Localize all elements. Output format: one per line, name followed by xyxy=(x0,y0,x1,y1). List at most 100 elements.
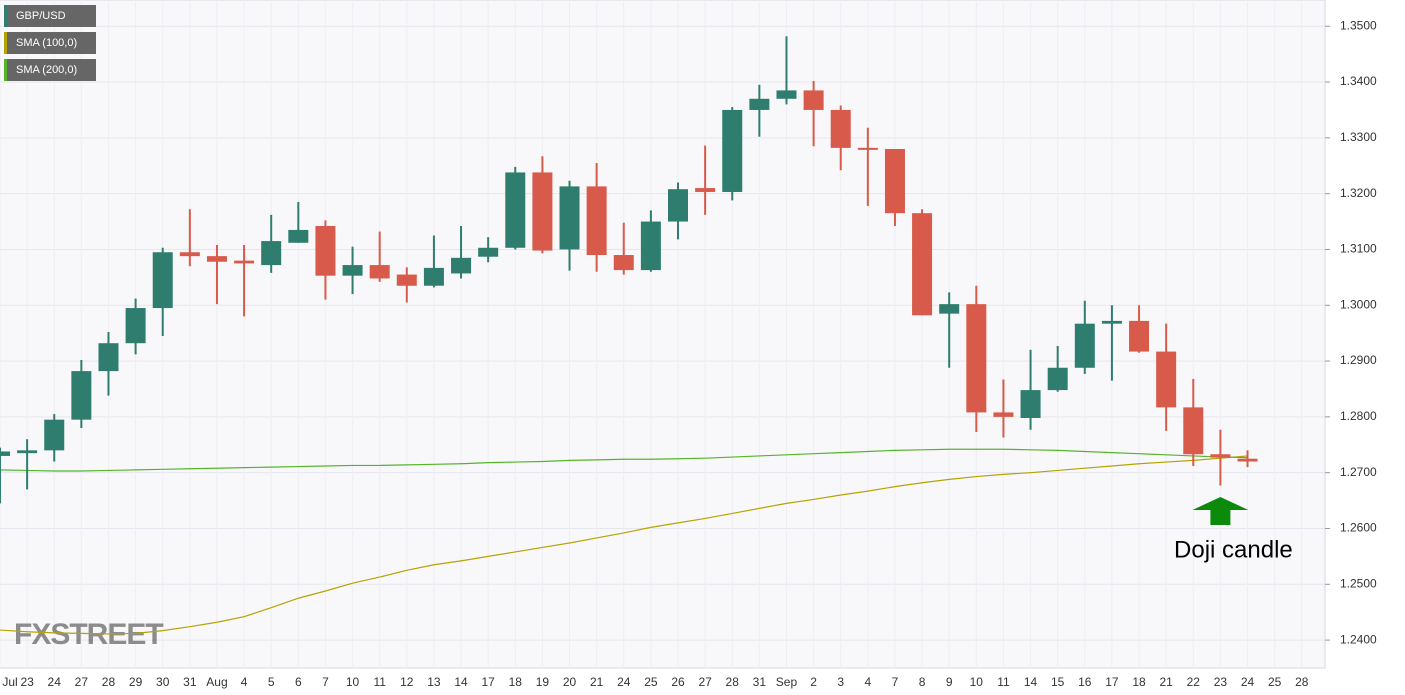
legend-swatch xyxy=(4,32,7,54)
x-tick-label: 25 xyxy=(644,675,658,689)
x-tick-label: 10 xyxy=(346,675,360,689)
x-tick-label: 7 xyxy=(322,675,329,689)
legend-swatch xyxy=(4,59,7,81)
candle-body xyxy=(478,247,499,257)
legend-box xyxy=(4,59,96,81)
x-tick-label: 4 xyxy=(241,675,248,689)
x-tick-label: Sep xyxy=(776,675,798,689)
x-tick-label: 11 xyxy=(997,675,1010,689)
y-tick-label: 1.2400 xyxy=(1340,632,1377,646)
annotation-arrow xyxy=(1192,497,1249,525)
x-tick-label: 6 xyxy=(295,675,302,689)
x-tick-label: 31 xyxy=(753,675,767,689)
candle-body xyxy=(396,274,417,286)
x-tick-label: Aug xyxy=(206,675,227,689)
candle-body xyxy=(98,343,119,372)
candle-body xyxy=(1020,390,1041,418)
y-tick-label: 1.3200 xyxy=(1340,186,1377,200)
candle-body xyxy=(993,412,1014,417)
x-tick-label: 11 xyxy=(373,675,386,689)
x-tick-label: 7 xyxy=(892,675,899,689)
x-tick-label: 29 xyxy=(129,675,143,689)
candle-body xyxy=(451,257,472,274)
candle-body xyxy=(288,229,309,243)
candle-body xyxy=(884,149,905,214)
x-tick-label: 20 xyxy=(563,675,577,689)
x-tick-label: 21 xyxy=(1159,675,1173,689)
candle-body xyxy=(668,189,688,222)
y-tick-label: 1.2600 xyxy=(1340,521,1377,535)
legend-item: GBP/USD xyxy=(4,5,96,27)
candle-body xyxy=(912,213,933,316)
x-tick-label: Jul xyxy=(2,675,17,689)
watermark: FXSTREET xyxy=(14,618,163,651)
x-tick-label: 12 xyxy=(400,675,414,689)
candle-body xyxy=(152,252,173,309)
x-tick-label: 16 xyxy=(1078,675,1092,689)
candle-body xyxy=(234,260,255,264)
y-tick-label: 1.2900 xyxy=(1340,353,1377,367)
x-tick-label: 30 xyxy=(156,675,170,689)
candle-body xyxy=(71,371,92,420)
candle-body xyxy=(342,265,363,276)
x-tick-label: 28 xyxy=(1295,675,1309,689)
x-tick-label: 14 xyxy=(1024,675,1038,689)
candle-body xyxy=(1156,351,1177,408)
y-tick-label: 1.3000 xyxy=(1340,297,1377,311)
x-tick-label: 28 xyxy=(102,675,116,689)
x-tick-label: 24 xyxy=(1241,675,1255,689)
candle-body xyxy=(44,419,65,451)
candle-body xyxy=(559,186,580,250)
y-tick-label: 1.3300 xyxy=(1340,130,1377,144)
legend-box xyxy=(4,5,96,27)
x-tick-label: 4 xyxy=(864,675,871,689)
y-tick-label: 1.2700 xyxy=(1340,465,1377,479)
y-tick-label: 1.3100 xyxy=(1340,242,1377,256)
candle-body xyxy=(125,308,146,344)
candle-body xyxy=(749,98,770,110)
candle-body xyxy=(1101,320,1122,324)
sma-line xyxy=(0,455,1248,635)
candle-body xyxy=(179,252,200,257)
x-tick-label: 25 xyxy=(1268,675,1282,689)
candle-body xyxy=(1183,407,1204,455)
candle-body xyxy=(640,221,661,271)
candle-body xyxy=(1129,320,1150,352)
x-tick-label: 23 xyxy=(20,675,34,689)
candle-body xyxy=(1210,454,1231,458)
legend-item: SMA (100,0) xyxy=(4,32,96,54)
y-tick-label: 1.2800 xyxy=(1340,409,1377,423)
candle-body xyxy=(939,304,960,314)
x-tick-label: 28 xyxy=(726,675,740,689)
legend-swatch xyxy=(4,5,7,27)
x-tick-label: 5 xyxy=(268,675,275,689)
candle-body xyxy=(803,90,824,110)
x-tick-label: 10 xyxy=(970,675,984,689)
candle-body xyxy=(857,147,878,150)
x-tick-label: 17 xyxy=(1105,675,1119,689)
x-tick-label: 24 xyxy=(617,675,631,689)
legend-item: SMA (200,0) xyxy=(4,59,96,81)
x-tick-label: 27 xyxy=(698,675,712,689)
x-tick-label: 13 xyxy=(427,675,441,689)
candle-body xyxy=(695,188,716,192)
candle-body xyxy=(261,241,282,266)
candle-body xyxy=(1074,323,1095,368)
candle-body xyxy=(613,255,634,271)
legend-label: SMA (200,0) xyxy=(16,64,77,76)
annotation-text: Doji candle xyxy=(1174,536,1293,563)
x-tick-label: 18 xyxy=(509,675,523,689)
x-tick-label: 17 xyxy=(481,675,495,689)
candle-body xyxy=(966,304,987,413)
legend-label: GBP/USD xyxy=(16,10,66,22)
legend-box xyxy=(4,32,96,54)
candle-body xyxy=(722,109,743,192)
candle-body xyxy=(586,186,607,256)
candle-body xyxy=(1047,367,1068,391)
x-tick-label: 21 xyxy=(590,675,604,689)
plot-area xyxy=(0,0,1326,669)
x-tick-label: 19 xyxy=(536,675,550,689)
candle-body xyxy=(17,450,38,454)
candle-body xyxy=(1237,458,1258,462)
